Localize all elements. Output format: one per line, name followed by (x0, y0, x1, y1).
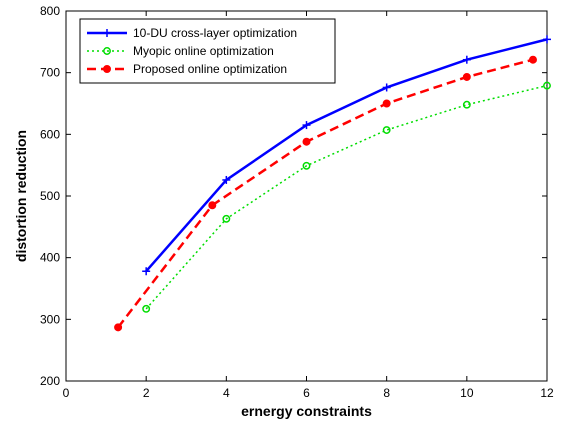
y-tick-label: 200 (40, 374, 60, 388)
x-tick-label: 0 (63, 386, 70, 400)
series-line (145, 38, 548, 273)
series (114, 35, 551, 332)
x-axis-title: ernergy constraints (241, 403, 372, 419)
data-point (462, 100, 471, 109)
series-2 (114, 55, 537, 332)
ticks: 0 2 4 6 8 10 12 200 300 400 500 600 700 800 (40, 4, 554, 400)
y-tick-label: 300 (40, 312, 60, 326)
legend: 10-DU cross-layer optimization Myopic onl… (79, 18, 336, 84)
data-point (382, 126, 391, 134)
x-tick-label: 6 (303, 386, 310, 400)
data-point (114, 323, 123, 332)
x-tick-label: 12 (540, 386, 554, 400)
legend-marker (103, 29, 111, 37)
y-tick-label: 500 (40, 189, 60, 203)
data-point (142, 267, 151, 276)
data-point (302, 161, 311, 170)
data-point (208, 201, 217, 210)
series-0 (142, 35, 551, 276)
data-point (528, 55, 537, 64)
legend-marker (103, 65, 111, 73)
data-point (222, 214, 231, 223)
legend-label: Proposed online optimization (133, 62, 287, 76)
legend-marker (103, 47, 111, 55)
x-tick-label: 4 (223, 386, 230, 400)
x-tick-label: 8 (383, 386, 390, 400)
data-point (302, 137, 311, 146)
x-tick-label: 2 (143, 386, 150, 400)
y-axis-title: distortion reduction (13, 130, 29, 262)
y-tick-label: 400 (40, 251, 60, 265)
data-point (543, 81, 551, 90)
x-tick-label: 10 (460, 386, 474, 400)
series-line (145, 84, 548, 310)
y-tick-label: 700 (40, 66, 60, 80)
legend-label: 10-DU cross-layer optimization (133, 26, 297, 40)
data-point (382, 99, 391, 108)
series-line (117, 58, 534, 329)
data-point (222, 175, 231, 184)
data-point (462, 55, 471, 64)
data-point (302, 121, 311, 130)
y-tick-label: 800 (40, 4, 60, 18)
legend-label: Myopic online optimization (133, 44, 274, 58)
data-point (462, 72, 471, 81)
y-tick-label: 600 (40, 127, 60, 141)
data-point (382, 83, 391, 92)
data-point (142, 304, 151, 313)
series-1 (142, 81, 551, 313)
data-point (543, 35, 551, 44)
